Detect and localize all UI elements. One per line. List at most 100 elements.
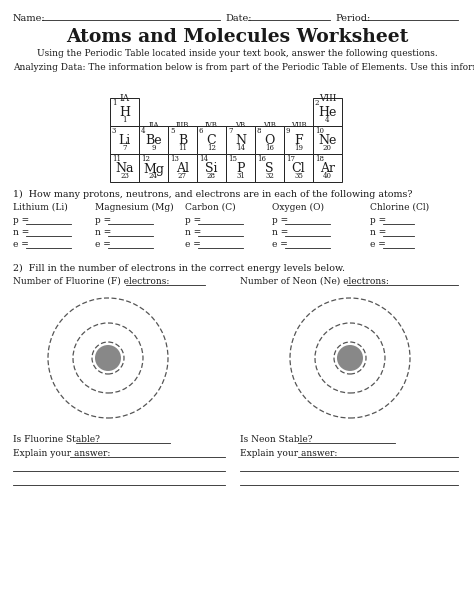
Text: 12: 12 xyxy=(207,144,216,152)
Text: IA: IA xyxy=(119,94,129,103)
Text: e =: e = xyxy=(272,240,288,249)
Text: H: H xyxy=(119,107,130,120)
Text: 4: 4 xyxy=(141,127,146,135)
Circle shape xyxy=(337,345,363,371)
Text: Atoms and Molecules Worksheet: Atoms and Molecules Worksheet xyxy=(66,28,408,46)
Text: Name:: Name: xyxy=(13,14,46,23)
Bar xyxy=(313,98,342,126)
Text: VIIB: VIIB xyxy=(291,121,306,129)
Text: Li: Li xyxy=(118,134,131,148)
Text: 7: 7 xyxy=(228,127,233,135)
Text: S: S xyxy=(265,162,274,175)
Text: Cl: Cl xyxy=(292,162,305,175)
Text: VIB: VIB xyxy=(263,121,276,129)
Text: Al: Al xyxy=(176,162,189,175)
Bar xyxy=(284,154,313,182)
Bar xyxy=(168,126,197,154)
Text: e =: e = xyxy=(13,240,29,249)
Text: Si: Si xyxy=(205,162,218,175)
Text: 18: 18 xyxy=(315,155,324,163)
Text: 1: 1 xyxy=(122,116,127,124)
Bar xyxy=(139,154,168,182)
Text: p =: p = xyxy=(370,216,386,225)
Text: 17: 17 xyxy=(286,155,295,163)
Text: Explain your answer:: Explain your answer: xyxy=(240,449,337,458)
Text: 14: 14 xyxy=(199,155,208,163)
Text: IIIB: IIIB xyxy=(176,121,189,129)
Text: 28: 28 xyxy=(207,172,216,180)
Text: He: He xyxy=(319,107,337,120)
Text: 6: 6 xyxy=(199,127,203,135)
Text: 3: 3 xyxy=(112,127,117,135)
Text: n =: n = xyxy=(185,228,201,237)
Text: 8: 8 xyxy=(257,127,262,135)
Text: Period:: Period: xyxy=(335,14,370,23)
Bar xyxy=(255,126,284,154)
Text: B: B xyxy=(178,134,187,148)
Bar xyxy=(197,154,226,182)
Bar xyxy=(226,126,255,154)
Text: 7: 7 xyxy=(122,144,127,152)
Text: 16: 16 xyxy=(265,144,274,152)
Text: Analyzing Data: The information below is from part of the Periodic Table of Elem: Analyzing Data: The information below is… xyxy=(13,63,474,72)
Text: e =: e = xyxy=(370,240,386,249)
Bar xyxy=(284,126,313,154)
Bar xyxy=(168,154,197,182)
Text: p =: p = xyxy=(13,216,29,225)
Text: Carbon (C): Carbon (C) xyxy=(185,203,236,212)
Text: e =: e = xyxy=(95,240,111,249)
Text: Ne: Ne xyxy=(319,134,337,148)
Text: p =: p = xyxy=(95,216,111,225)
Text: 40: 40 xyxy=(323,172,332,180)
Bar xyxy=(197,126,226,154)
Text: Number of Neon (Ne) electrons:: Number of Neon (Ne) electrons: xyxy=(240,277,389,286)
Text: Using the Periodic Table located inside your text book, answer the following que: Using the Periodic Table located inside … xyxy=(36,49,438,58)
Text: 10: 10 xyxy=(315,127,324,135)
Text: 23: 23 xyxy=(120,172,129,180)
Text: p =: p = xyxy=(185,216,201,225)
Text: Chlorine (Cl): Chlorine (Cl) xyxy=(370,203,429,212)
Text: IVB: IVB xyxy=(205,121,218,129)
Text: 11: 11 xyxy=(178,144,187,152)
Bar xyxy=(313,154,342,182)
Text: n =: n = xyxy=(272,228,288,237)
Bar xyxy=(110,98,139,126)
Text: IIA: IIA xyxy=(148,121,159,129)
Text: Magnesium (Mg): Magnesium (Mg) xyxy=(95,203,173,212)
Text: 5: 5 xyxy=(170,127,174,135)
Text: 4: 4 xyxy=(325,116,330,124)
Text: Ar: Ar xyxy=(320,162,335,175)
Text: Number of Fluorine (F) electrons:: Number of Fluorine (F) electrons: xyxy=(13,277,169,286)
Text: 35: 35 xyxy=(294,172,303,180)
Text: VIII: VIII xyxy=(319,94,336,103)
Circle shape xyxy=(95,345,121,371)
Text: 2)  Fill in the number of electrons in the correct energy levels below.: 2) Fill in the number of electrons in th… xyxy=(13,264,345,273)
Text: 1)  How many protons, neutrons, and electrons are in each of the following atoms: 1) How many protons, neutrons, and elect… xyxy=(13,190,412,199)
Text: 9: 9 xyxy=(286,127,291,135)
Text: F: F xyxy=(294,134,303,148)
Text: e =: e = xyxy=(185,240,201,249)
Text: Is Fluorine Stable?: Is Fluorine Stable? xyxy=(13,435,100,444)
Text: 14: 14 xyxy=(236,144,245,152)
Text: C: C xyxy=(207,134,216,148)
Text: 19: 19 xyxy=(294,144,303,152)
Text: VB: VB xyxy=(236,121,246,129)
Bar xyxy=(110,154,139,182)
Text: 15: 15 xyxy=(228,155,237,163)
Text: 13: 13 xyxy=(170,155,179,163)
Text: Oxygen (O): Oxygen (O) xyxy=(272,203,324,212)
Text: 16: 16 xyxy=(257,155,266,163)
Text: n =: n = xyxy=(95,228,111,237)
Text: Date:: Date: xyxy=(225,14,252,23)
Bar xyxy=(110,126,139,154)
Bar xyxy=(313,126,342,154)
Text: N: N xyxy=(235,134,246,148)
Text: 27: 27 xyxy=(178,172,187,180)
Text: Be: Be xyxy=(145,134,162,148)
Text: 11: 11 xyxy=(112,155,121,163)
Text: Lithium (Li): Lithium (Li) xyxy=(13,203,68,212)
Text: Na: Na xyxy=(115,162,134,175)
Text: Explain your answer:: Explain your answer: xyxy=(13,449,110,458)
Text: O: O xyxy=(264,134,275,148)
Bar xyxy=(226,154,255,182)
